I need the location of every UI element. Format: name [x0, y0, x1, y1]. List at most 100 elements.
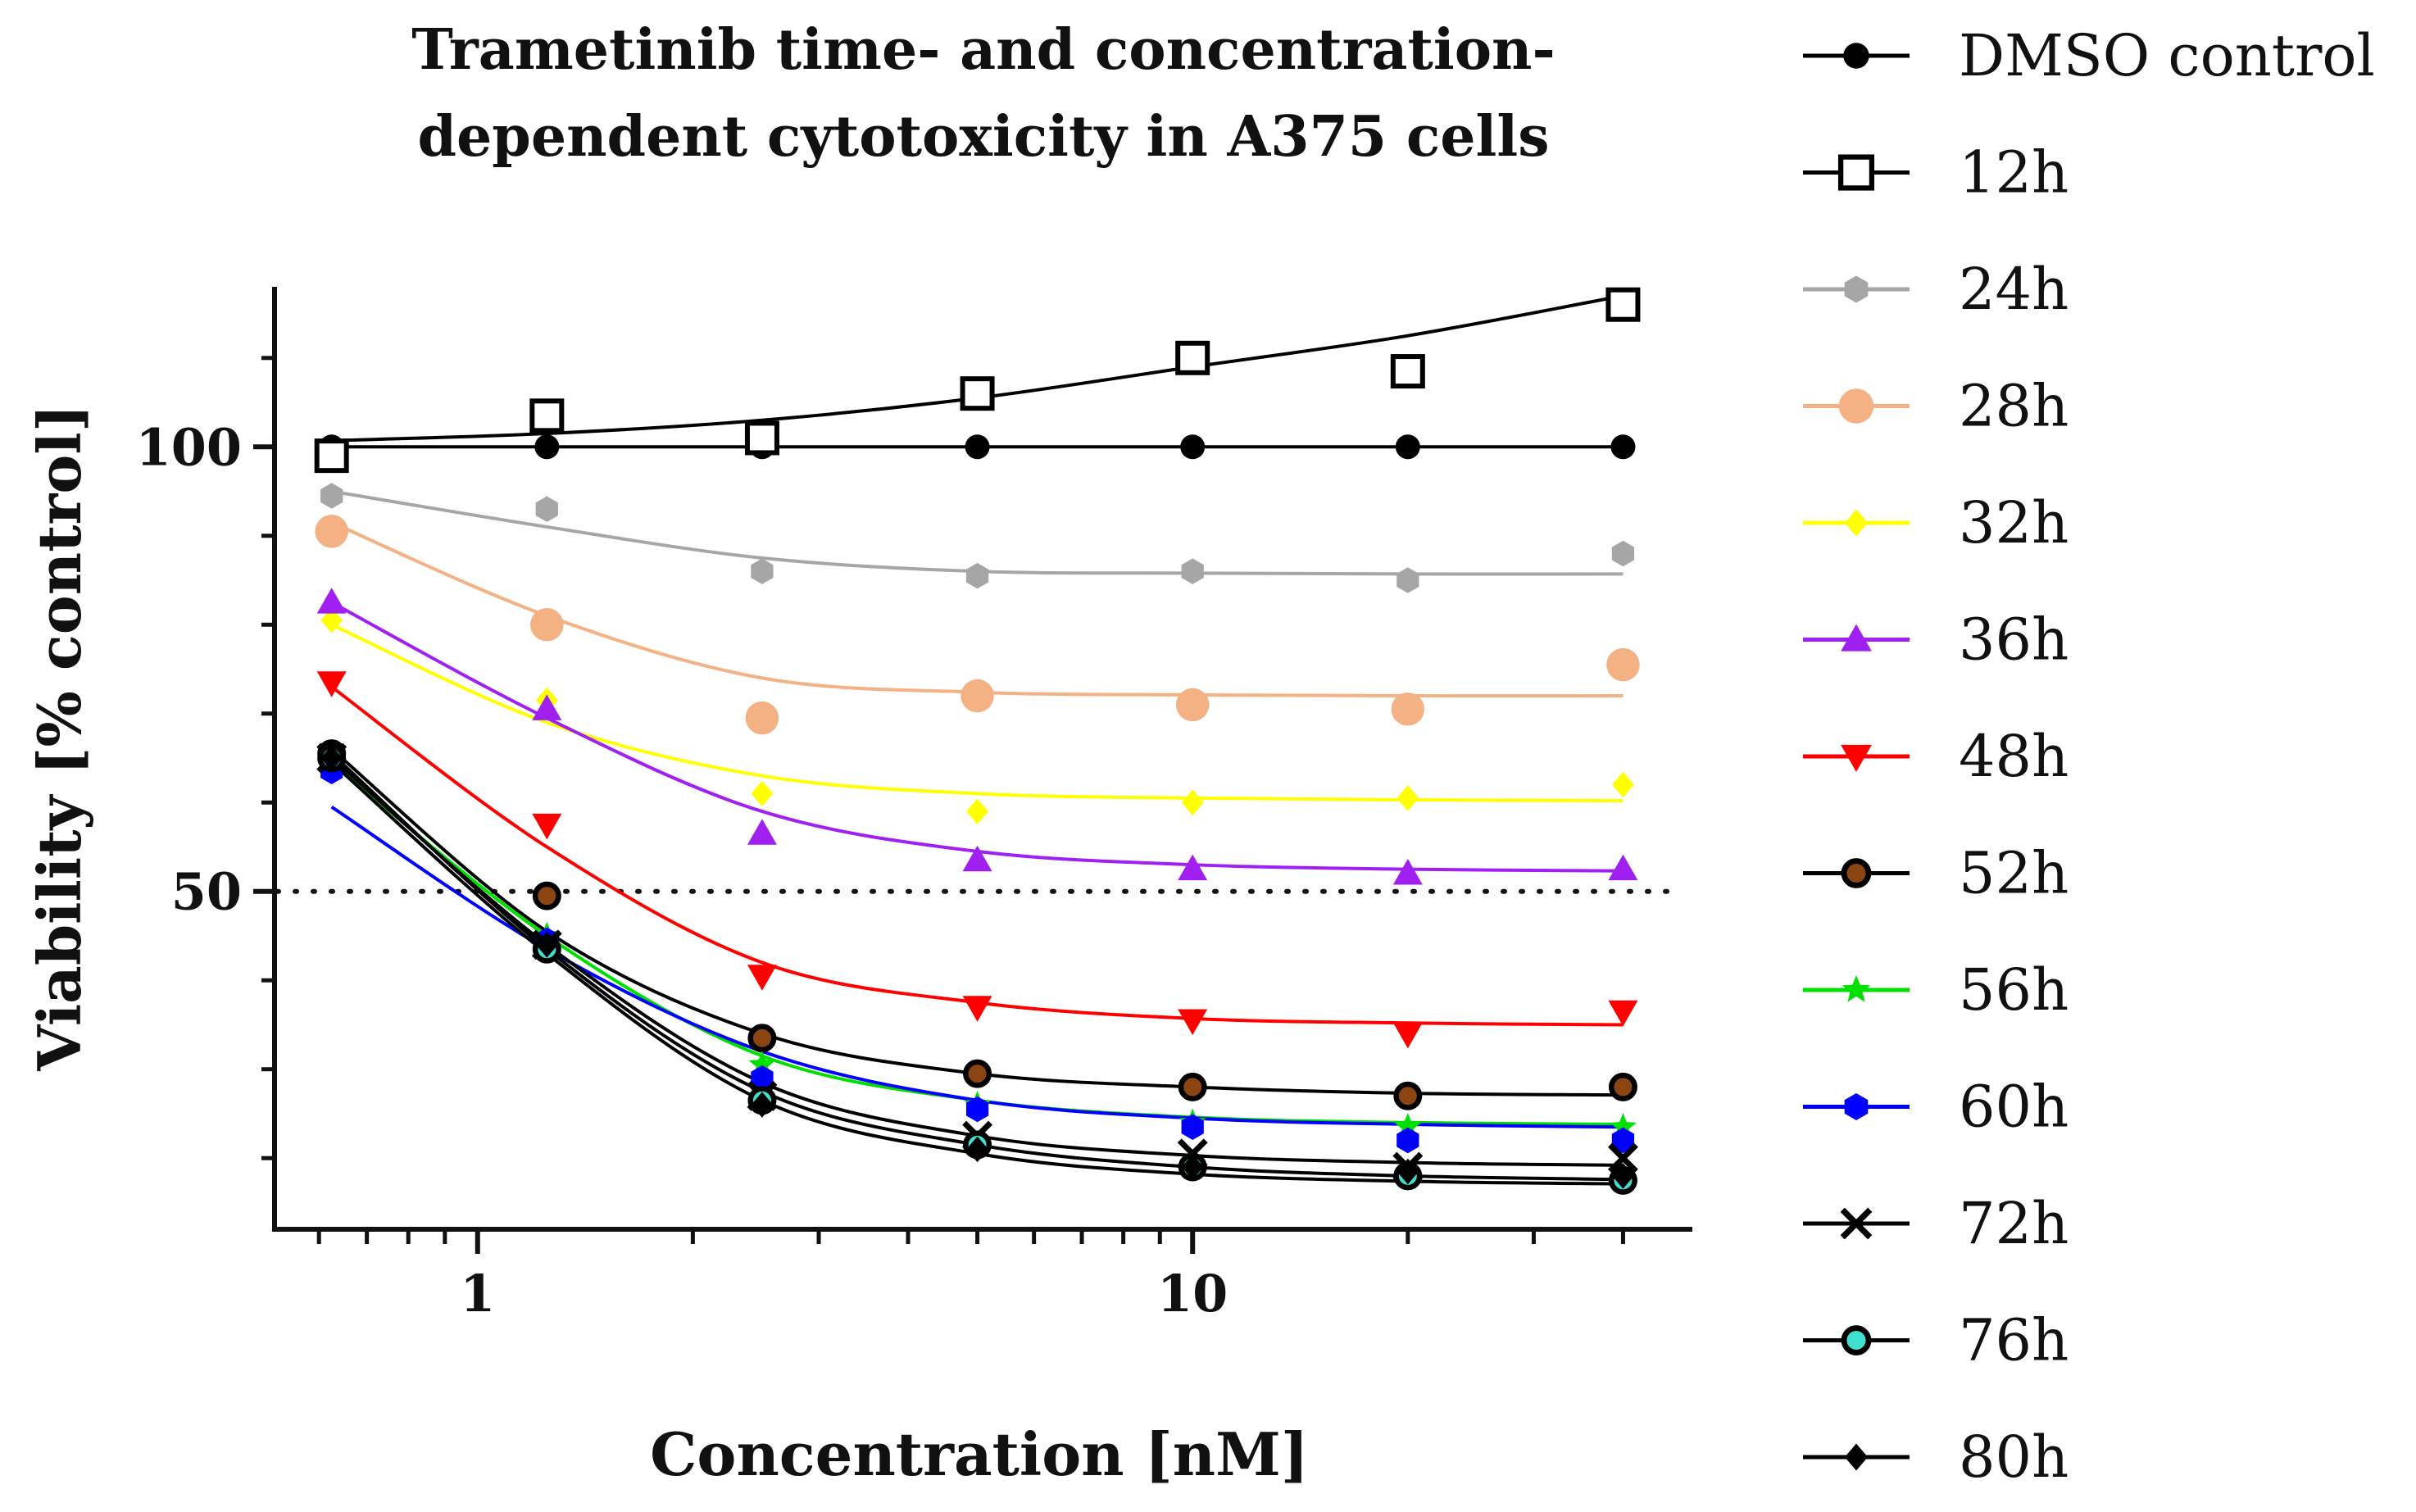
data-point [1612, 771, 1634, 798]
legend-label: 56h [1959, 956, 2069, 1024]
data-point [747, 965, 777, 991]
legend-label: DMSO control [1959, 22, 2375, 89]
legend-label: 60h [1959, 1074, 2069, 1141]
data-point [1393, 1081, 1423, 1110]
data-point [532, 694, 562, 720]
data-point [314, 438, 349, 474]
legend-label: 76h [1959, 1307, 2069, 1374]
data-point [1175, 688, 1210, 722]
data-point [1608, 1072, 1637, 1101]
data-point [962, 996, 992, 1022]
legend-label: 12h [1959, 139, 2069, 207]
data-point [316, 588, 347, 614]
data-point [1180, 434, 1206, 460]
y-tick-label: 50 [171, 862, 242, 922]
data-point [1178, 1009, 1208, 1036]
data-point [1181, 1114, 1204, 1140]
data-point [960, 679, 994, 713]
data-point [1181, 558, 1204, 584]
data-point [965, 1096, 989, 1123]
data-point [1395, 434, 1420, 460]
legend-marker [1844, 1092, 1869, 1121]
data-point [1181, 1154, 1204, 1180]
data-point [1611, 1127, 1635, 1154]
data-point [532, 881, 561, 910]
fit-curve-3 [330, 520, 1624, 698]
data-point [963, 1059, 992, 1088]
data-point [534, 434, 560, 460]
data-point [320, 745, 343, 771]
data-point [1178, 1072, 1207, 1101]
legend: DMSO control 12h 24h 28h 32h 36h 48h 52h 56h 60h 7… [1803, 22, 2375, 1491]
legend-marker [1840, 1207, 1873, 1240]
legend-label: 48h [1959, 723, 2069, 790]
data-point [1611, 540, 1635, 567]
legend-marker [1838, 388, 1874, 424]
data-point [1392, 1022, 1423, 1049]
data-point [962, 845, 992, 872]
legend-item: 32h [1803, 489, 2069, 556]
data-point [1608, 1000, 1638, 1027]
data-point [1396, 567, 1419, 593]
data-point [1608, 1142, 1638, 1174]
data-point [747, 1024, 777, 1053]
data-point [744, 420, 779, 456]
data-point [745, 701, 779, 735]
legend-item: 24h [1803, 256, 2069, 323]
legend-label: 32h [1959, 489, 2069, 556]
data-point [1612, 1163, 1634, 1189]
data-point [751, 558, 774, 584]
axes: 50 100 1 10 [136, 287, 1692, 1324]
data-point [1396, 1127, 1419, 1154]
data-point [1396, 785, 1419, 811]
data-point [747, 819, 777, 845]
data-point [1606, 647, 1640, 682]
data-point [1392, 859, 1423, 885]
data-point [535, 932, 558, 958]
legend-marker [1841, 1325, 1872, 1355]
data-point [316, 671, 347, 697]
legend-marker [1841, 744, 1872, 772]
fit-curve-1 [331, 293, 1624, 443]
data-point [1175, 340, 1210, 375]
data-point [535, 496, 558, 522]
legend-marker [1842, 974, 1871, 1002]
data-point [1610, 434, 1636, 460]
legend-item: 60h [1803, 1074, 2069, 1141]
y-axis-label: Viability [% control] [25, 404, 94, 1072]
data-point [320, 607, 343, 633]
legend-marker [1844, 509, 1869, 537]
data-point [751, 1092, 774, 1118]
chart-title-line-1: Trametinib time- and concentration- [411, 17, 1555, 83]
legend-marker [1837, 154, 1875, 191]
legend-marker [1841, 858, 1872, 888]
legend-item: 28h [1803, 373, 2069, 440]
data-point [1181, 789, 1204, 815]
data-point [965, 434, 990, 460]
data-point [529, 398, 565, 434]
data-point [1610, 1112, 1637, 1139]
fit-curve-2 [331, 489, 1624, 576]
x-tick-label: 10 [1157, 1264, 1228, 1324]
legend-marker [1844, 275, 1869, 303]
chart-title-line-2: dependent cytotoxicity in A375 cells [418, 104, 1550, 170]
chart-title: Trametinib time- and concentration- depe… [411, 17, 1555, 170]
legend-label: 36h [1959, 606, 2069, 674]
data-point [751, 780, 774, 807]
legend-item: 48h [1803, 723, 2069, 790]
legend-item: 56h [1803, 956, 2069, 1024]
legend-label: 80h [1959, 1423, 2069, 1491]
data-point [1178, 854, 1208, 881]
data-point [1608, 854, 1638, 881]
data-point [960, 376, 995, 411]
fit-curves [330, 293, 1624, 1186]
legend-item: DMSO control [1803, 22, 2375, 89]
legend-item: 36h [1803, 606, 2069, 674]
data-point [532, 813, 562, 840]
legend-marker [1841, 624, 1872, 652]
data-point [1391, 692, 1425, 726]
legend-item: 80h [1803, 1423, 2069, 1491]
legend-marker [1843, 43, 1869, 69]
